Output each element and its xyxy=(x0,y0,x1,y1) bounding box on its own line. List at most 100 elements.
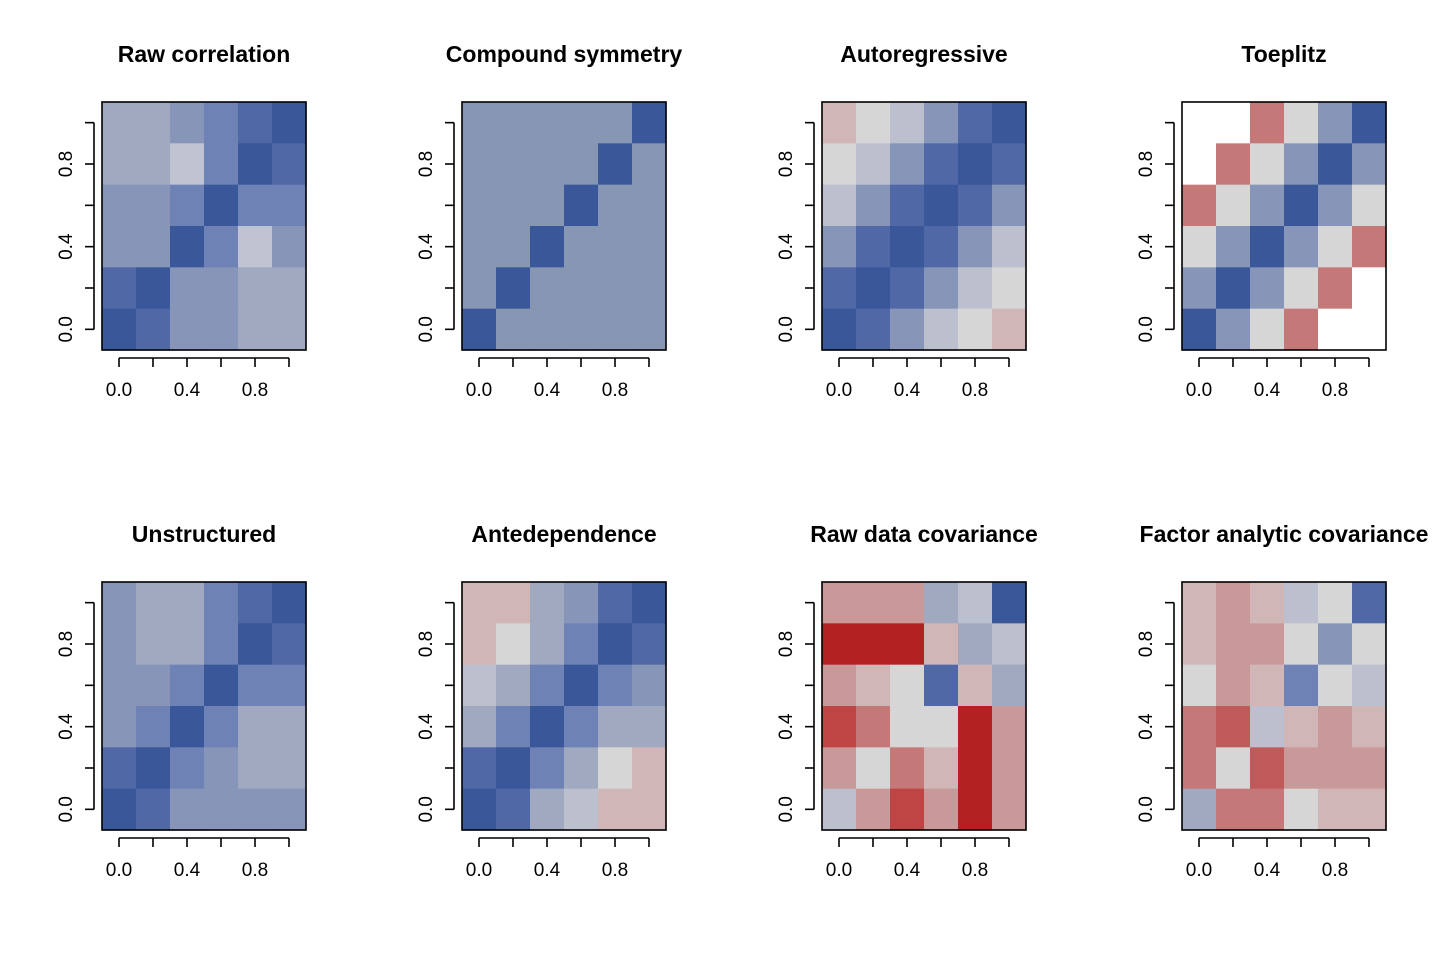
heatmap-cell xyxy=(856,267,891,310)
heatmap-cell xyxy=(632,102,667,144)
heatmap-cell xyxy=(530,226,565,268)
heatmap-cell xyxy=(1318,664,1353,707)
heatmap-cell xyxy=(1284,184,1319,227)
heatmap-cell xyxy=(890,706,925,748)
heatmap-cell xyxy=(992,184,1027,227)
heatmap-cell xyxy=(856,308,891,351)
y-tick-label: 0.4 xyxy=(1136,713,1157,740)
heatmap-cell xyxy=(1216,184,1251,227)
x-tick-label: 0.0 xyxy=(826,380,852,401)
heatmap-cell xyxy=(170,143,205,186)
heatmap-cell xyxy=(1284,664,1319,707)
heatmap-cell xyxy=(1318,184,1353,227)
heatmap-cell xyxy=(564,706,599,748)
heatmap-cell xyxy=(1318,706,1353,748)
x-tick-label: 0.4 xyxy=(174,860,201,881)
heatmap-cell xyxy=(632,623,667,666)
heatmap-cell xyxy=(598,664,633,707)
heatmap-cell xyxy=(136,664,171,707)
heatmap-cell xyxy=(890,184,925,227)
heatmap-cell xyxy=(1182,226,1217,268)
heatmap-cell xyxy=(496,747,531,790)
panel-6: Antedependence 0.0 0.4 0.8 0.0 0.4 0.8 xyxy=(416,521,667,881)
heatmap-cell xyxy=(992,226,1027,268)
heatmap-cell xyxy=(238,226,273,268)
y-tick-label: 0.4 xyxy=(1136,233,1157,260)
heatmap-cell xyxy=(1182,582,1217,624)
heatmap-cell xyxy=(136,143,171,186)
heatmap-cell xyxy=(238,102,273,144)
heatmap-cell xyxy=(992,706,1027,748)
heatmap-cell xyxy=(204,788,239,831)
heatmap-cell xyxy=(204,184,239,227)
heatmap-cell xyxy=(958,623,993,666)
y-tick-label: 0.8 xyxy=(416,151,437,177)
heatmap-cell xyxy=(958,582,993,624)
heatmap-cell xyxy=(462,664,497,707)
y-tick-label: 0.0 xyxy=(1136,316,1157,342)
heatmap-cell xyxy=(1284,267,1319,310)
heatmap-cell xyxy=(822,308,857,351)
heatmap-cell xyxy=(924,664,959,707)
heatmap-cell xyxy=(238,747,273,790)
heatmap-cell xyxy=(632,143,667,186)
heatmap-cell xyxy=(272,788,307,831)
y-tick-label: 0.8 xyxy=(1136,631,1157,657)
heatmap-cell xyxy=(136,788,171,831)
heatmap-cell xyxy=(170,184,205,227)
y-tick-label: 0.4 xyxy=(776,233,797,260)
y-tick-label: 0.0 xyxy=(776,316,797,342)
heatmap-cell xyxy=(102,102,137,144)
heatmap-cell xyxy=(204,664,239,707)
heatmap-cell xyxy=(890,267,925,310)
heatmap-cell xyxy=(564,664,599,707)
heatmap-cell xyxy=(632,747,667,790)
heatmap-cell xyxy=(204,582,239,624)
panel-2: Compound symmetry 0.0 0.4 0.8 0.0 0.4 0.8 xyxy=(416,41,682,401)
plot-box xyxy=(821,101,1027,351)
heatmap-cell xyxy=(598,102,633,144)
heatmap-cell xyxy=(924,267,959,310)
x-tick-label: 0.4 xyxy=(1254,380,1281,401)
heatmap-cell xyxy=(1216,706,1251,748)
heatmap-cell xyxy=(598,623,633,666)
heatmap-cell xyxy=(856,706,891,748)
heatmap-cell xyxy=(958,143,993,186)
heatmap-cell xyxy=(496,582,531,624)
heatmap-cell xyxy=(462,623,497,666)
heatmap-cell xyxy=(1182,623,1217,666)
heatmap-cell xyxy=(530,623,565,666)
heatmap-cell xyxy=(238,308,273,351)
heatmap-cell xyxy=(856,788,891,831)
heatmap-cell xyxy=(1352,184,1387,227)
panel-title: Autoregressive xyxy=(840,41,1007,67)
heatmap-cell xyxy=(530,747,565,790)
heatmap-cell xyxy=(204,706,239,748)
heatmap-cell xyxy=(632,788,667,831)
x-tick-label: 0.8 xyxy=(602,380,628,401)
heatmap-cell xyxy=(924,788,959,831)
heatmap-cell xyxy=(924,143,959,186)
heatmap-cell xyxy=(1216,308,1251,351)
heatmap-cell xyxy=(924,623,959,666)
panel-title: Factor analytic covariance xyxy=(1140,521,1429,547)
heatmap-cell xyxy=(272,184,307,227)
heatmap-cell xyxy=(1182,747,1217,790)
heatmap-cell xyxy=(102,664,137,707)
heatmap-cell xyxy=(856,102,891,144)
x-tick-label: 0.0 xyxy=(466,380,492,401)
heatmap-cell xyxy=(822,226,857,268)
heatmap-cell xyxy=(856,143,891,186)
heatmap-cell xyxy=(272,102,307,144)
heatmap-cell xyxy=(598,308,633,351)
heatmap-cell xyxy=(564,582,599,624)
heatmap-cell xyxy=(1216,747,1251,790)
x-tick-label: 0.8 xyxy=(962,860,988,881)
heatmap-cell xyxy=(170,747,205,790)
heatmap-cell xyxy=(1216,623,1251,666)
heatmap-cell xyxy=(1216,226,1251,268)
heatmap-cell xyxy=(102,623,137,666)
plot-box xyxy=(101,101,307,351)
panel-8: Factor analytic covariance 0.0 0.4 0.8 0.0 0.… xyxy=(1136,521,1428,881)
y-tick-label: 0.0 xyxy=(416,316,437,342)
